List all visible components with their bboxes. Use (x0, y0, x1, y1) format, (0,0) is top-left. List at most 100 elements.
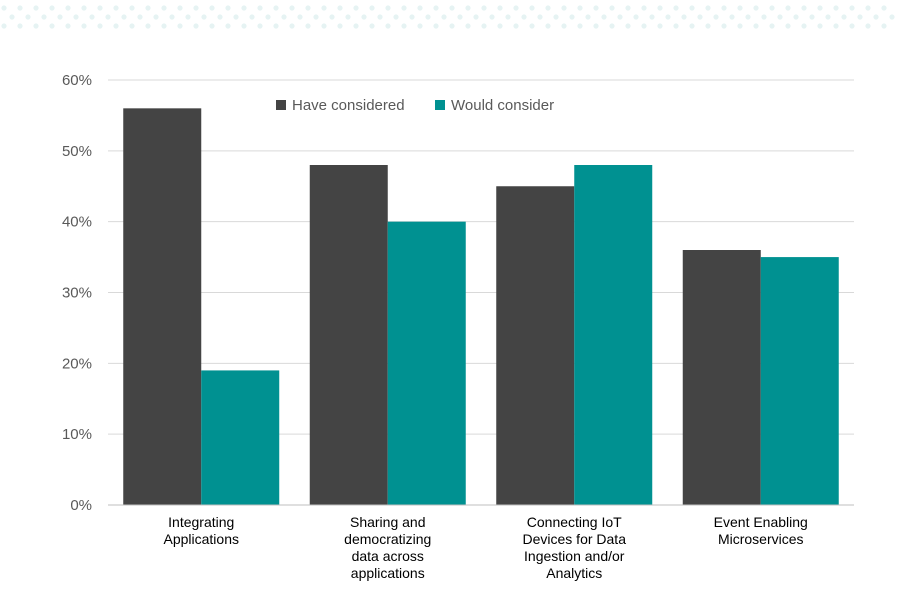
decor-dot (529, 5, 535, 11)
decor-dot (241, 23, 247, 29)
decor-dot (441, 14, 447, 20)
decor-dot (849, 5, 855, 11)
legend: Have considered Would consider (276, 97, 554, 114)
legend-swatch (435, 100, 445, 110)
decor-dot (553, 14, 559, 20)
decor-dot (201, 14, 207, 20)
decor-dot (561, 5, 567, 11)
decor-dot (881, 23, 887, 29)
decor-dot (481, 5, 487, 11)
bar-would-consider (574, 165, 653, 505)
decor-dot (369, 23, 375, 29)
decor-dot (457, 14, 463, 20)
decor-dot (9, 14, 15, 20)
decor-dot (433, 23, 439, 29)
x-category-label: Integrating Applications (164, 514, 240, 547)
decor-dot (625, 23, 631, 29)
y-tick-label: 0% (70, 497, 92, 514)
decor-dot (145, 23, 151, 29)
decor-dot (49, 5, 55, 11)
decor-dot (313, 14, 319, 20)
x-axis-labels: Integrating Applications Sharing and democr… (164, 514, 808, 581)
decor-dot (841, 14, 847, 20)
decor-dot (585, 14, 591, 20)
y-tick-label: 50% (62, 143, 92, 160)
decor-dot (289, 23, 295, 29)
decor-dot (209, 23, 215, 29)
decor-dot (129, 5, 135, 11)
decor-dot (833, 23, 839, 29)
decor-dot (177, 5, 183, 11)
decor-dot (577, 23, 583, 29)
decor-dot (209, 5, 215, 11)
decor-dot (761, 14, 767, 20)
decor-dot (353, 5, 359, 11)
decor-dot (369, 5, 375, 11)
decor-dot (409, 14, 415, 20)
decor-dot (777, 14, 783, 20)
decor-dot (545, 5, 551, 11)
decor-dot (577, 5, 583, 11)
decor-dot (857, 14, 863, 20)
decor-dot (705, 5, 711, 11)
decor-dot (729, 14, 735, 20)
decor-dot (25, 14, 31, 20)
decor-dot (649, 14, 655, 20)
decor-dot (281, 14, 287, 20)
decor-dot (833, 5, 839, 11)
decor-dot (465, 23, 471, 29)
bars (123, 108, 839, 505)
legend-swatch (276, 100, 286, 110)
decor-dot (425, 14, 431, 20)
decor-dot (673, 23, 679, 29)
decor-dot (401, 5, 407, 11)
decor-dot (161, 23, 167, 29)
decor-dot (481, 23, 487, 29)
decor-dot (665, 14, 671, 20)
decor-dot (129, 23, 135, 29)
decor-dot (769, 5, 775, 11)
decor-dot (41, 14, 47, 20)
decor-dot (449, 23, 455, 29)
decor-dot (753, 23, 759, 29)
decor-dot (321, 23, 327, 29)
x-category-label: Event Enabling Microservices (714, 514, 808, 547)
decor-dot (1, 23, 7, 29)
bar-would-consider (760, 257, 839, 505)
decor-dot (657, 23, 663, 29)
decor-dot (513, 5, 519, 11)
decor-dot (193, 5, 199, 11)
decor-dot (521, 14, 527, 20)
decor-dot (865, 5, 871, 11)
decor-dot (105, 14, 111, 20)
decor-dot (889, 14, 895, 20)
decor-dot (185, 14, 191, 20)
decor-dot (417, 5, 423, 11)
decor-dot (673, 5, 679, 11)
decor-dot (745, 14, 751, 20)
bar-have-considered (496, 186, 575, 505)
decor-dot (233, 14, 239, 20)
decor-dot (225, 23, 231, 29)
legend-label: Have considered (292, 97, 405, 114)
decor-dot (57, 14, 63, 20)
decor-dot (377, 14, 383, 20)
decor-dot (81, 23, 87, 29)
decor-dot (257, 23, 263, 29)
decor-dot (385, 5, 391, 11)
decor-dot (97, 23, 103, 29)
decor-dot (601, 14, 607, 20)
bar-have-considered (309, 165, 388, 505)
bar-have-considered (682, 250, 761, 505)
decor-dot (825, 14, 831, 20)
decor-dot (121, 14, 127, 20)
decor-dot (473, 14, 479, 20)
decor-dot (265, 14, 271, 20)
bar-have-considered (123, 108, 202, 505)
decor-dot (33, 23, 39, 29)
decor-dot (609, 23, 615, 29)
decor-dot (697, 14, 703, 20)
decor-dot (33, 5, 39, 11)
decor-dot (737, 23, 743, 29)
